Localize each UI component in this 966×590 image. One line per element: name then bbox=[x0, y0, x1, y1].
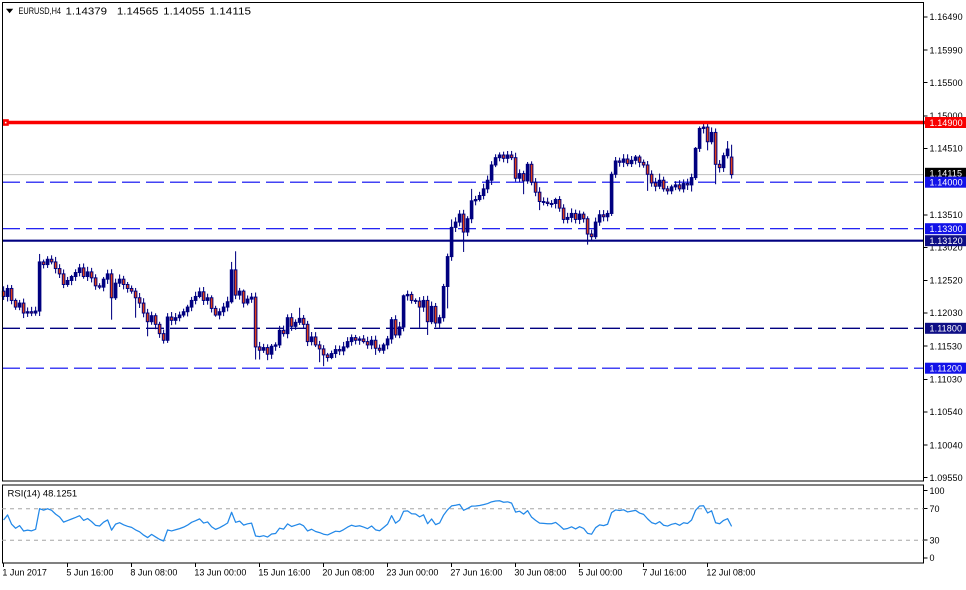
svg-text:27 Jun 16:00: 27 Jun 16:00 bbox=[450, 568, 502, 578]
svg-text:1.13300: 1.13300 bbox=[930, 224, 963, 234]
svg-text:1.12030: 1.12030 bbox=[930, 308, 963, 318]
svg-text:1.10540: 1.10540 bbox=[930, 407, 963, 417]
svg-text:1.14565: 1.14565 bbox=[117, 6, 159, 17]
svg-text:1.10040: 1.10040 bbox=[930, 440, 963, 450]
svg-text:23 Jun 00:00: 23 Jun 00:00 bbox=[386, 568, 438, 578]
svg-text:1.11200: 1.11200 bbox=[930, 364, 963, 374]
svg-text:RSI(14) 48.1251: RSI(14) 48.1251 bbox=[8, 489, 78, 500]
svg-text:5 Jun 16:00: 5 Jun 16:00 bbox=[66, 568, 113, 578]
svg-text:15 Jun 16:00: 15 Jun 16:00 bbox=[258, 568, 310, 578]
svg-text:1.14055: 1.14055 bbox=[163, 6, 205, 17]
svg-text:7 Jul 16:00: 7 Jul 16:00 bbox=[642, 568, 686, 578]
svg-text:1.15500: 1.15500 bbox=[930, 78, 963, 88]
svg-text:1.14000: 1.14000 bbox=[930, 178, 963, 188]
svg-text:70: 70 bbox=[930, 504, 940, 514]
svg-text:1.11800: 1.11800 bbox=[930, 324, 963, 334]
svg-text:1.16490: 1.16490 bbox=[930, 12, 963, 22]
svg-text:1.11030: 1.11030 bbox=[930, 375, 963, 385]
svg-text:1.13510: 1.13510 bbox=[930, 210, 963, 220]
svg-text:0: 0 bbox=[930, 553, 935, 563]
svg-text:30 Jun 08:00: 30 Jun 08:00 bbox=[514, 568, 566, 578]
svg-text:1.14115: 1.14115 bbox=[210, 6, 252, 17]
svg-text:1.13120: 1.13120 bbox=[930, 236, 963, 246]
svg-text:1.14900: 1.14900 bbox=[930, 118, 963, 128]
svg-text:100: 100 bbox=[930, 486, 945, 496]
svg-text:1.14379: 1.14379 bbox=[66, 6, 108, 17]
svg-text:1.15000: 1.15000 bbox=[930, 111, 963, 121]
svg-text:EURUSD,H4: EURUSD,H4 bbox=[19, 6, 62, 17]
svg-text:1.15990: 1.15990 bbox=[930, 45, 963, 55]
svg-text:1.14510: 1.14510 bbox=[930, 144, 963, 154]
svg-text:5 Jul 00:00: 5 Jul 00:00 bbox=[578, 568, 622, 578]
svg-text:30: 30 bbox=[930, 535, 940, 545]
svg-text:12 Jul 08:00: 12 Jul 08:00 bbox=[706, 568, 755, 578]
svg-text:20 Jun 08:00: 20 Jun 08:00 bbox=[322, 568, 374, 578]
svg-text:1.13020: 1.13020 bbox=[930, 243, 963, 253]
svg-text:13 Jun 00:00: 13 Jun 00:00 bbox=[194, 568, 246, 578]
svg-text:1.09550: 1.09550 bbox=[930, 473, 963, 483]
svg-text:1 Jun 2017: 1 Jun 2017 bbox=[2, 568, 47, 578]
svg-text:1.12520: 1.12520 bbox=[930, 276, 963, 286]
svg-text:1.14115: 1.14115 bbox=[930, 169, 963, 179]
svg-text:1.11530: 1.11530 bbox=[930, 341, 963, 351]
svg-text:8 Jun 08:00: 8 Jun 08:00 bbox=[130, 568, 177, 578]
